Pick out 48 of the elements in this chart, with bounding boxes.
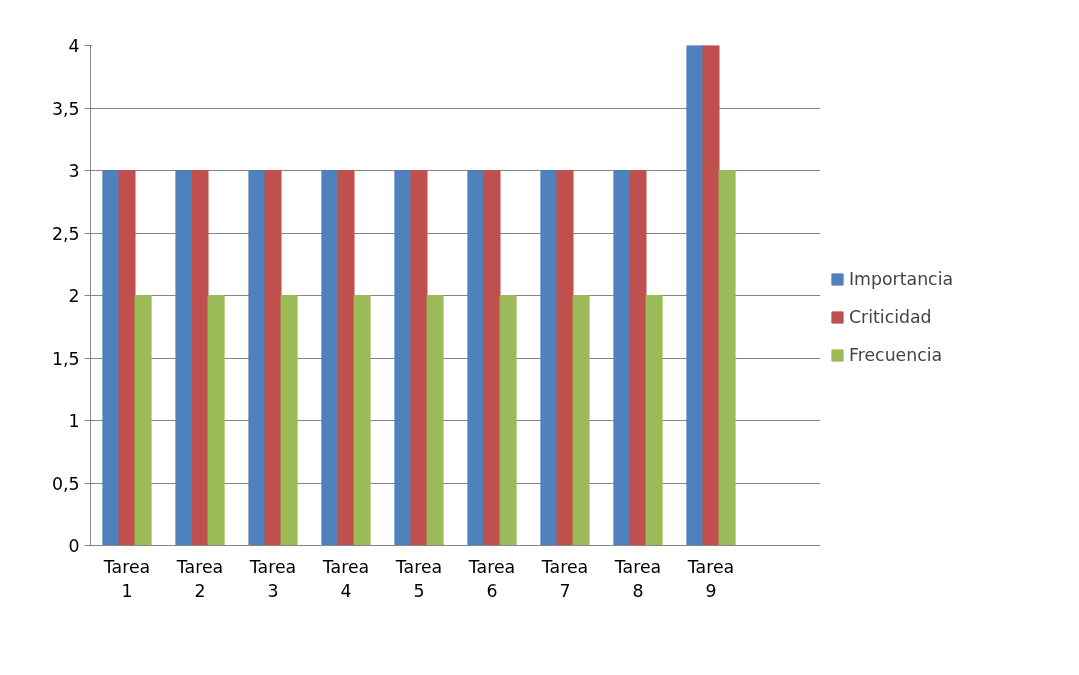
bar bbox=[629, 170, 647, 546]
bar bbox=[426, 295, 444, 546]
bar bbox=[175, 170, 193, 546]
bar bbox=[321, 170, 339, 546]
legend-label: Importancia bbox=[849, 269, 954, 289]
bar bbox=[102, 170, 120, 546]
x-tick-label: Tarea 9 bbox=[686, 556, 735, 601]
bar bbox=[118, 170, 136, 546]
bar bbox=[467, 170, 485, 546]
bar bbox=[191, 170, 209, 546]
x-tick-label: Tarea 7 bbox=[540, 556, 589, 601]
bar bbox=[353, 295, 371, 546]
bar bbox=[207, 295, 225, 546]
legend-label: Criticidad bbox=[849, 307, 932, 327]
y-tick-label: 1 bbox=[68, 411, 80, 431]
bar bbox=[280, 295, 298, 546]
y-tick-label: 2,5 bbox=[51, 223, 80, 244]
y-tick-label: 0 bbox=[68, 536, 80, 556]
x-tick-label: Tarea 6 bbox=[467, 556, 516, 601]
bar bbox=[394, 170, 412, 546]
y-tick-label: 1,5 bbox=[51, 348, 80, 369]
bar bbox=[718, 170, 736, 546]
y-tick-label: 0,5 bbox=[51, 473, 80, 494]
bar bbox=[645, 295, 663, 546]
bar bbox=[499, 295, 517, 546]
y-tick-label: 2 bbox=[68, 286, 80, 306]
y-tick-label: 3 bbox=[68, 161, 80, 181]
bar bbox=[613, 170, 631, 546]
bar bbox=[337, 170, 355, 546]
y-tick-label: 3,5 bbox=[51, 98, 80, 119]
x-tick-label: Tarea 3 bbox=[248, 556, 297, 601]
bar bbox=[556, 170, 574, 546]
bar bbox=[572, 295, 590, 546]
bar bbox=[540, 170, 558, 546]
x-tick-label: Tarea 1 bbox=[102, 556, 151, 601]
bar bbox=[248, 170, 266, 546]
bar bbox=[264, 170, 282, 546]
legend-label: Frecuencia bbox=[849, 345, 943, 365]
bar bbox=[134, 295, 152, 546]
bar bbox=[410, 170, 428, 546]
bar bbox=[702, 45, 720, 546]
bar bbox=[686, 45, 704, 546]
bar bbox=[483, 170, 501, 546]
x-tick-label: Tarea 5 bbox=[394, 556, 443, 601]
x-tick-label: Tarea 2 bbox=[175, 556, 224, 601]
x-tick-label: Tarea 8 bbox=[613, 556, 662, 601]
x-tick-label: Tarea 4 bbox=[321, 556, 370, 601]
y-tick-label: 4 bbox=[68, 36, 80, 56]
